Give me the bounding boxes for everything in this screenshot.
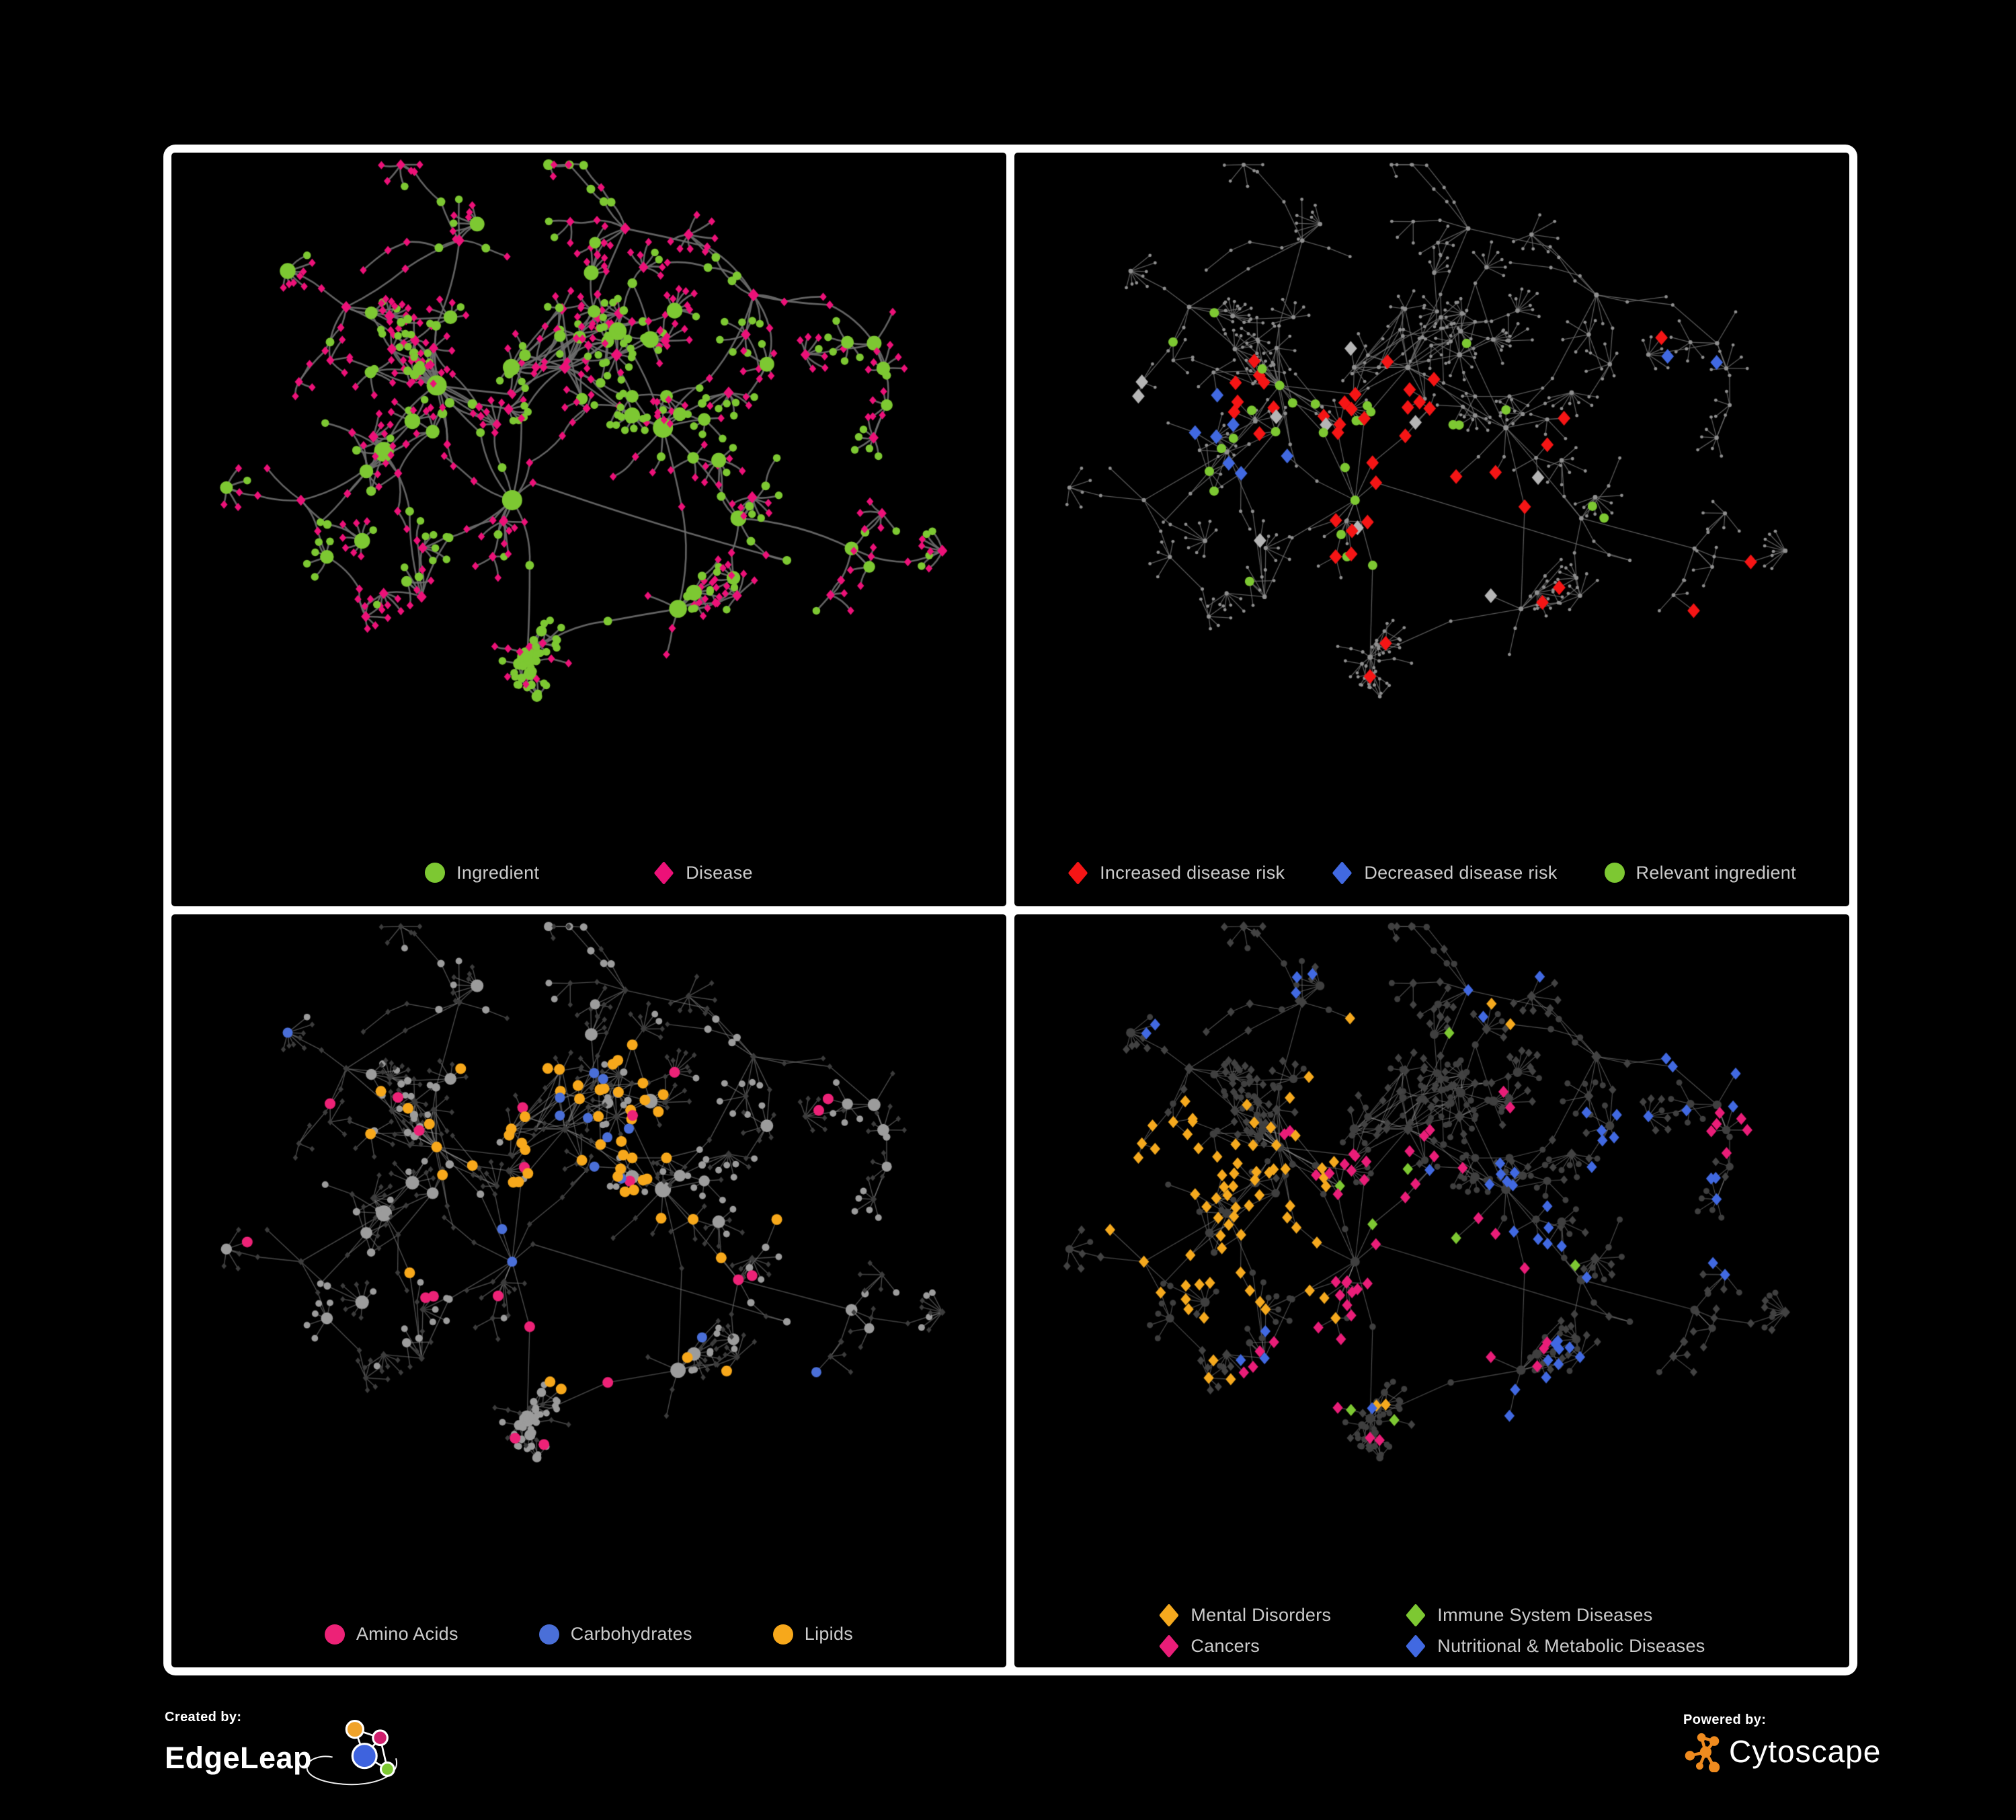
legend-item: Lipids bbox=[772, 1624, 854, 1645]
network-canvas-disease-categories bbox=[1014, 914, 1849, 1667]
powered-by-credit: Powered by: Cytoscape bbox=[1683, 1712, 1881, 1772]
cytoscape-logo-icon bbox=[1685, 1733, 1720, 1772]
figure-frame: Ingredient Disease Increased disease ris… bbox=[163, 145, 1857, 1675]
mental-disorders-marker-icon bbox=[1159, 1603, 1179, 1628]
ingredient-marker-icon bbox=[425, 863, 446, 883]
panel-ingredient-disease: Ingredient Disease bbox=[171, 153, 1006, 906]
legend-item: Relevant ingredient bbox=[1604, 862, 1796, 883]
legend-label: Carbohydrates bbox=[570, 1624, 692, 1644]
lipids-marker-icon bbox=[772, 1624, 793, 1645]
legend-item: Amino Acids bbox=[324, 1624, 458, 1645]
panel-nutrient-classes: Amino Acids Carbohydrates Lipids bbox=[171, 914, 1006, 1667]
increased-risk-marker-icon bbox=[1067, 861, 1088, 885]
powered-by-label: Powered by: bbox=[1683, 1712, 1767, 1727]
legend-ingredient-disease: Ingredient Disease bbox=[171, 861, 1006, 885]
legend-label: Cancers bbox=[1191, 1636, 1260, 1656]
legend-item: Mental Disorders bbox=[1158, 1603, 1332, 1628]
relevant-ingredient-marker-icon bbox=[1604, 863, 1625, 883]
panel-disease-risk: Increased disease risk Decreased disease… bbox=[1014, 153, 1849, 906]
legend-item: Disease bbox=[653, 861, 753, 885]
legend-item: Ingredient bbox=[425, 863, 539, 883]
legend-label: Nutritional & Metabolic Diseases bbox=[1437, 1636, 1705, 1656]
edgeleap-wordmark: EdgeLeap bbox=[165, 1741, 313, 1775]
legend-label: Increased disease risk bbox=[1100, 862, 1285, 883]
network-canvas-disease-risk bbox=[1014, 153, 1849, 906]
legend-item: Cancers bbox=[1158, 1634, 1331, 1659]
legend-label: Lipids bbox=[804, 1624, 854, 1644]
disease-marker-icon bbox=[653, 861, 674, 885]
legend-item: Increased disease risk bbox=[1067, 861, 1285, 885]
cancers-marker-icon bbox=[1159, 1634, 1179, 1659]
edgeleap-logo-icon bbox=[306, 1720, 398, 1786]
legend-label: Decreased disease risk bbox=[1364, 862, 1558, 883]
created-by-label: Created by: bbox=[165, 1710, 242, 1725]
legend-label: Disease bbox=[686, 862, 753, 883]
legend-disease-categories: Mental Disorders Immune System Diseases … bbox=[1158, 1603, 1705, 1659]
metabolic-diseases-marker-icon bbox=[1405, 1634, 1426, 1659]
created-by-credit: Created by: EdgeLeap bbox=[165, 1710, 410, 1790]
decreased-risk-marker-icon bbox=[1332, 861, 1353, 885]
legend-disease-risk: Increased disease risk Decreased disease… bbox=[1014, 861, 1849, 885]
network-canvas-ingredient-disease bbox=[171, 153, 1006, 906]
legend-item: Carbohydrates bbox=[538, 1624, 692, 1645]
network-canvas-nutrient-classes bbox=[171, 914, 1006, 1667]
carbohydrates-marker-icon bbox=[538, 1624, 559, 1645]
legend-label: Ingredient bbox=[456, 862, 540, 883]
legend-label: Immune System Diseases bbox=[1437, 1605, 1653, 1625]
legend-item: Nutritional & Metabolic Diseases bbox=[1405, 1634, 1705, 1659]
cytoscape-wordmark: Cytoscape bbox=[1729, 1734, 1882, 1769]
legend-label: Relevant ingredient bbox=[1636, 862, 1796, 883]
legend-label: Mental Disorders bbox=[1191, 1605, 1332, 1625]
legend-item: Decreased disease risk bbox=[1332, 861, 1558, 885]
amino-acids-marker-icon bbox=[324, 1624, 345, 1645]
panel-disease-categories: Mental Disorders Immune System Diseases … bbox=[1014, 914, 1849, 1667]
immune-diseases-marker-icon bbox=[1405, 1603, 1426, 1628]
legend-item: Immune System Diseases bbox=[1405, 1603, 1705, 1628]
legend-label: Amino Acids bbox=[356, 1624, 458, 1644]
legend-nutrient-classes: Amino Acids Carbohydrates Lipids bbox=[171, 1624, 1006, 1645]
